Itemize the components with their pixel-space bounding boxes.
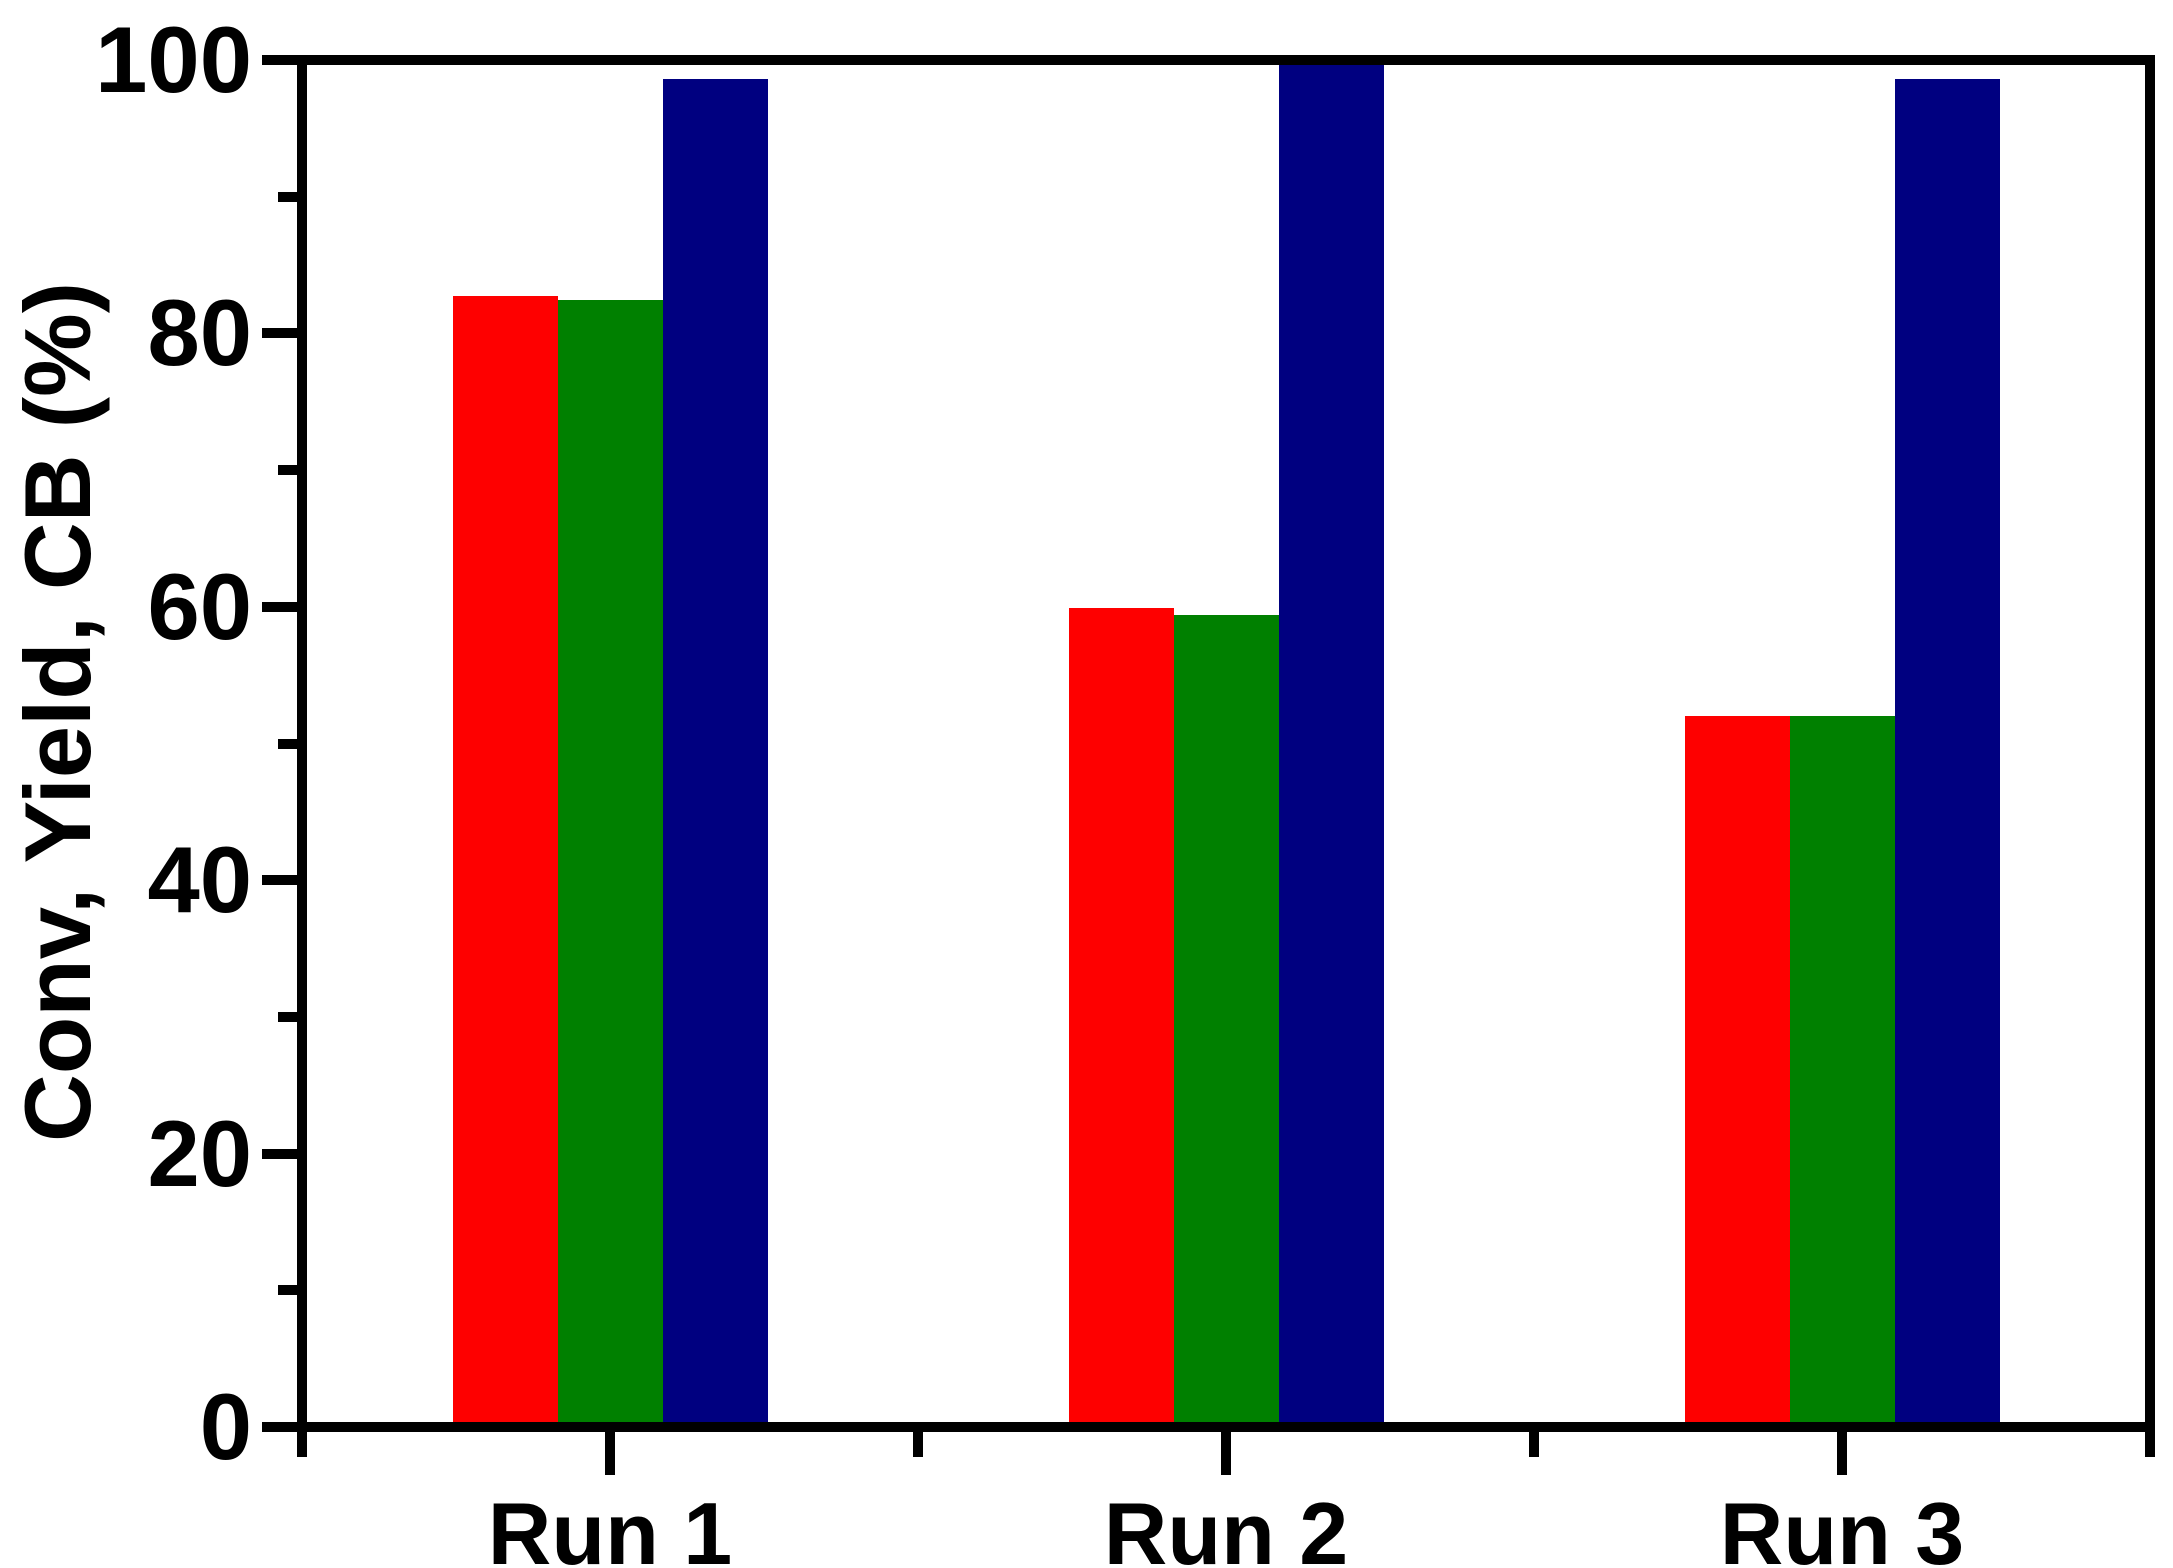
x-axis-tick [1221,1430,1231,1475]
y-tick-label: 80 [147,280,252,386]
bar-yield-run-1 [557,299,663,1430]
y-axis-major-tick [262,1148,302,1159]
y-tick-label: 40 [147,827,252,933]
x-axis-boundary-tick [297,1430,307,1457]
y-tick-label: 20 [147,1100,252,1206]
x-axis-boundary-tick [913,1430,923,1457]
y-axis-major-tick [262,1422,302,1432]
bar-cb-run-1 [662,78,768,1430]
y-axis-minor-tick [278,191,302,202]
y-axis-major-tick [262,875,302,886]
y-axis-minor-tick [278,1011,302,1022]
bar-conv-run-1 [452,295,558,1430]
x-axis-tick [1837,1430,1847,1475]
bar-cb-run-3 [1894,78,2000,1430]
x-tick-label: Run 1 [487,1484,733,1568]
bar-conv-run-2 [1068,607,1174,1430]
bar-yield-run-2 [1173,614,1279,1430]
x-tick-label: Run 2 [1103,1484,1349,1568]
bar-yield-run-3 [1789,716,1895,1430]
x-axis-boundary-tick [2145,1430,2155,1457]
x-tick-label: Run 3 [1719,1484,1965,1568]
y-tick-label: 0 [199,1374,252,1479]
plot-area [297,55,2155,1432]
x-axis-tick [605,1430,615,1475]
y-axis-major-tick [262,601,302,612]
y-axis-major-tick [262,55,302,65]
x-axis-boundary-tick [1529,1430,1539,1457]
y-tick-label: 60 [147,553,252,659]
y-axis-minor-tick [278,465,302,476]
y-axis-major-tick [262,328,302,339]
y-axis-title: Conv, Yield, CB (%) [5,282,110,1142]
bar-conv-run-3 [1684,716,1790,1430]
bar-cb-run-2 [1278,65,1384,1430]
y-tick-label: 100 [95,7,252,112]
y-axis-minor-tick [278,1285,302,1296]
y-axis-minor-tick [278,738,302,749]
